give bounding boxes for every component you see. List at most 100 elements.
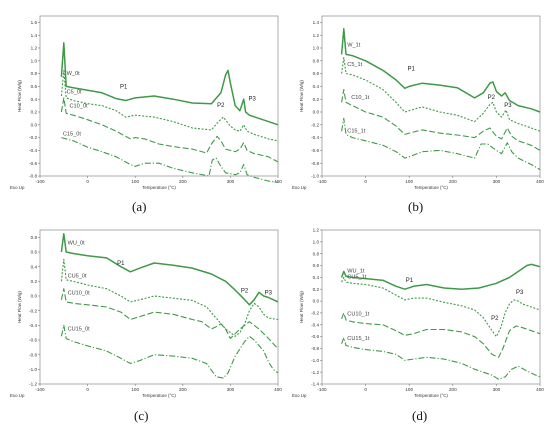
y-tick-label: 0.4: [313, 275, 320, 280]
peak-label-p1: P1: [406, 278, 414, 284]
peak-label-p2: P2: [488, 95, 496, 101]
series-label: WU_0t: [68, 241, 86, 247]
plot-area: [39, 15, 279, 177]
y-tick-label: -0.4: [311, 135, 319, 140]
x-tick-label: 300: [227, 387, 235, 392]
y-tick-label: -1.4: [311, 382, 319, 387]
x-tick-label: -100: [317, 387, 327, 392]
series-line-CU15_1t: [341, 337, 541, 380]
series-line-CU5_0t: [60, 258, 279, 337]
series-label: CU5_0t: [68, 274, 87, 280]
series-line-C15_1t: [341, 117, 541, 171]
peak-label-p2: P2: [241, 288, 249, 294]
y-tick-label: 0.0: [31, 294, 38, 299]
series-label: C15_1t: [347, 128, 365, 134]
series-label: C5_1t: [347, 62, 362, 68]
y-tick-label: -0.8: [29, 174, 37, 179]
y-tick-label: 0.4: [31, 97, 38, 102]
x-tick-label: 0: [364, 179, 367, 184]
series-line-C5_1t: [341, 57, 541, 132]
series-line-C15_0t: [61, 137, 279, 183]
series-label: WU_1t: [347, 269, 365, 275]
x-axis-title: Temperature (°C): [142, 185, 176, 190]
x-axis-title: Temperature (°C): [142, 393, 176, 398]
y-tick-label: 0.8: [313, 251, 320, 256]
peak-label-p1: P1: [407, 66, 415, 72]
y-tick-label: -0.6: [29, 338, 37, 343]
y-tick-label: -0.2: [311, 122, 319, 127]
y-tick-label: -0.2: [311, 311, 319, 316]
y-tick-label: -0.8: [29, 352, 37, 357]
x-axis-title: Temperature (°C): [414, 185, 448, 190]
peak-label-p3: P3: [504, 103, 512, 109]
y-tick-label: 0.6: [31, 84, 38, 89]
x-tick-label: 200: [179, 387, 187, 392]
peak-label-p2: P2: [217, 103, 225, 109]
y-axis-title: Heat Flow (W/g): [17, 80, 22, 112]
x-tick-label: 400: [536, 179, 544, 184]
x-tick-label: 100: [405, 179, 413, 184]
x-tick-label: 400: [536, 387, 544, 392]
y-tick-label: 0.6: [313, 263, 320, 268]
series-label: W_0t: [67, 71, 81, 77]
y-tick-label: 0.0: [313, 299, 320, 304]
y-tick-label: -0.8: [311, 161, 319, 166]
series-line-W_0t: [60, 42, 279, 126]
chart-b: 1.4 1.2 1.0 0.8 0.6 0.4 0.2 0.0 -0.2 -0.4 -0.6 -0.8…: [292, 15, 544, 190]
series-label: C15_0t: [63, 132, 81, 138]
chart-panel-d: 1.2 1.0 0.8 0.6 0.4 0.2 0.0 -0.2 -0.4 -0.6 -0.8 -1.…: [292, 222, 544, 402]
plot-area: [321, 229, 541, 385]
exo-up-label: Exo Up: [10, 393, 25, 398]
x-tick-label: 200: [449, 387, 457, 392]
x-tick-label: 0: [364, 387, 367, 392]
y-tick-label: 1.0: [31, 58, 38, 63]
x-tick-label: 100: [405, 387, 413, 392]
chart-d: 1.2 1.0 0.8 0.6 0.4 0.2 0.0 -0.2 -0.4 -0.6 -0.8 -1.…: [292, 228, 544, 398]
x-tick-label: -100: [35, 387, 45, 392]
peak-label-p3: P3: [516, 290, 524, 296]
series-label: CU10_0t: [68, 291, 91, 297]
peak-label-p3: P3: [265, 291, 273, 297]
chart-panel-a: 1.6 1.4 1.2 1.0 0.8 0.6 0.4 0.2 0.0 -0.2 -0.4 -0.6 -…: [10, 8, 282, 194]
y-tick-label: -0.2: [29, 135, 37, 140]
y-tick-label: -1.0: [29, 367, 37, 372]
plot-area: [321, 15, 541, 177]
y-tick-label: 0.0: [31, 122, 38, 127]
y-axis-title: Heat Flow (W/g): [299, 80, 304, 112]
series-label: W_1t: [347, 43, 361, 49]
caption-c: (c): [134, 408, 149, 423]
y-tick-label: 1.2: [313, 228, 320, 233]
series-line-W_1t: [340, 28, 541, 113]
x-tick-label: -100: [35, 179, 45, 184]
series-line-WU_1t: [340, 263, 541, 290]
series-label: C5_0t: [67, 89, 82, 95]
series-label: CU15_0t: [68, 326, 91, 332]
series-label: C10_0t: [70, 104, 88, 110]
y-tick-label: 0.4: [313, 84, 320, 89]
y-tick-label: 0.8: [313, 58, 320, 63]
y-tick-label: -1.2: [311, 370, 319, 375]
caption-a: (a): [132, 199, 147, 214]
x-tick-label: 400: [274, 179, 282, 184]
caption-d: (d): [412, 408, 428, 423]
exo-up-label: Exo Up: [292, 393, 307, 398]
y-tick-label: -0.2: [29, 308, 37, 313]
y-tick-label: -1.0: [311, 358, 319, 363]
series-line-CU10_0t: [60, 288, 279, 350]
y-tick-label: -1.2: [29, 382, 37, 387]
y-tick-label: -0.8: [311, 346, 319, 351]
caption-b: (b): [408, 199, 424, 214]
x-tick-label: 300: [493, 179, 501, 184]
chart-a: 1.6 1.4 1.2 1.0 0.8 0.6 0.4 0.2 0.0 -0.2 -0.4 -0.6 -…: [10, 15, 282, 190]
chart-c: 0.8 0.6 0.4 0.2 0.0 -0.2 -0.4 -0.6 -0.8 -1.0 -1.2-…: [10, 229, 282, 398]
x-tick-label: 300: [493, 387, 501, 392]
series-line-C5_0t: [60, 69, 279, 142]
series-label: C10_1t: [351, 95, 369, 101]
y-tick-label: 0.8: [31, 235, 38, 240]
y-tick-label: 0.2: [313, 97, 320, 102]
y-tick-label: -0.6: [29, 161, 37, 166]
y-tick-label: 0.4: [31, 264, 38, 269]
x-tick-label: 200: [449, 179, 457, 184]
series-line-CU5_1t: [341, 276, 541, 338]
y-tick-label: 1.4: [31, 33, 38, 38]
